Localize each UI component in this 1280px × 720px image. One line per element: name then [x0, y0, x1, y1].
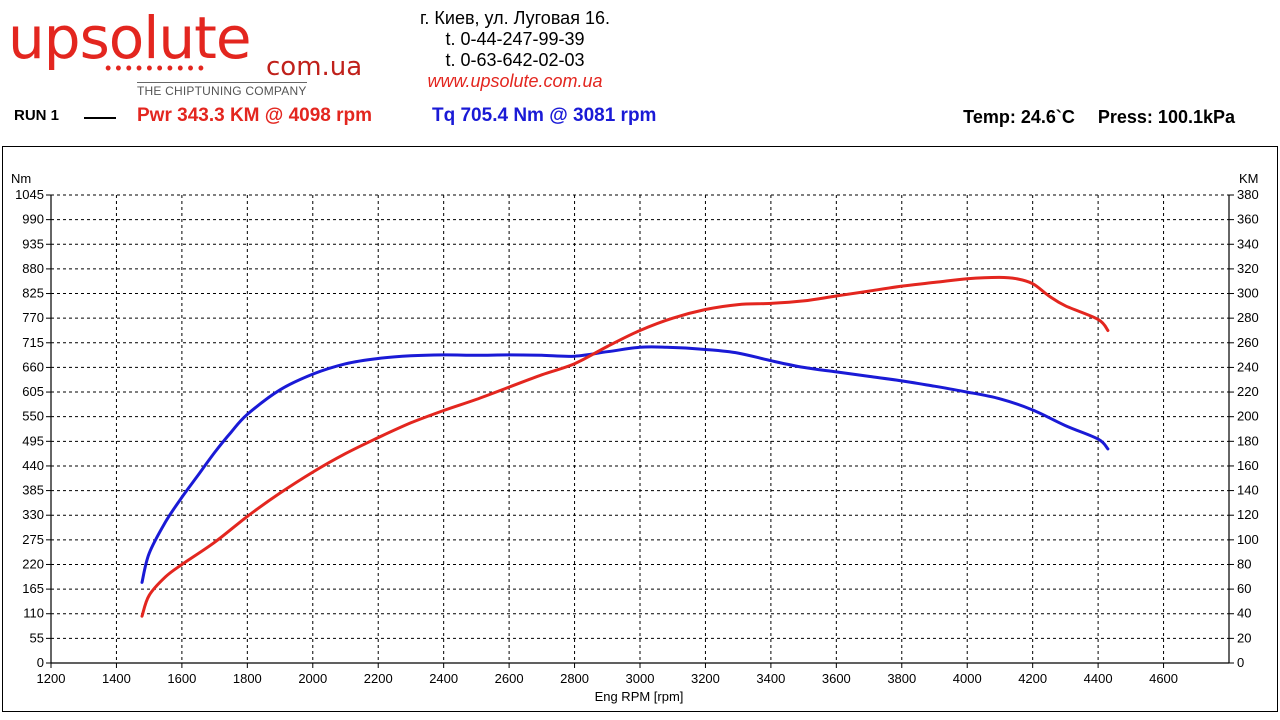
y-right-tick-label: 320 [1237, 261, 1259, 276]
y-right-tick-label: 340 [1237, 236, 1259, 251]
y-right-tick-label: 60 [1237, 581, 1251, 596]
chart-grid [51, 194, 1229, 663]
y-left-tick-label: 1045 [15, 187, 44, 202]
y-right-tick-label: 220 [1237, 384, 1259, 399]
y-right-tick-label: 260 [1237, 335, 1259, 350]
y-left-axis-label: Nm [11, 171, 31, 186]
website-link[interactable]: www.upsolute.com.ua [427, 71, 603, 91]
y-left-tick-label: 605 [22, 384, 44, 399]
y-right-tick-label: 300 [1237, 286, 1259, 301]
y-right-axis-label: KM [1239, 171, 1259, 186]
x-tick-label: 2600 [495, 671, 524, 686]
y-left-tick-label: 825 [22, 286, 44, 301]
y-right-tick-label: 100 [1237, 532, 1259, 547]
y-right-tick-label: 80 [1237, 556, 1251, 571]
y-left-tick-label: 0 [37, 655, 44, 670]
y-left-tick-label: 440 [22, 458, 44, 473]
x-tick-label: 1800 [233, 671, 262, 686]
power-summary: Pwr 343.3 KM @ 4098 rpm [137, 105, 373, 126]
x-tick-label: 4000 [953, 671, 982, 686]
contact-block: г. Киев, ул. Луговая 16. t. 0-44-247-99-… [400, 8, 630, 92]
logo-dots: •••••••••• [105, 58, 209, 78]
y-left-tick-label: 165 [22, 581, 44, 596]
y-left-tick-label: 770 [22, 310, 44, 325]
y-right-tick-label: 0 [1237, 655, 1244, 670]
brand-logo: upsolute •••••••••• com.ua THE CHIPTUNIN… [8, 8, 388, 98]
x-tick-label: 2200 [364, 671, 393, 686]
x-tick-label: 1600 [167, 671, 196, 686]
y-left-tick-label: 55 [30, 630, 44, 645]
chart-series [140, 275, 1110, 618]
y-right-tick-label: 120 [1237, 507, 1259, 522]
x-tick-label: 4600 [1149, 671, 1178, 686]
torque-summary: Tq 705.4 Nm @ 3081 rpm [432, 105, 657, 126]
x-tick-label: 3400 [756, 671, 785, 686]
y-right-tick-label: 140 [1237, 483, 1259, 498]
y-left-tick-label: 990 [22, 212, 44, 227]
x-tick-label: 3800 [887, 671, 916, 686]
y-left-tick-label: 550 [22, 409, 44, 424]
phone-1: t. 0-44-247-99-39 [445, 29, 585, 49]
x-tick-label: 1200 [37, 671, 66, 686]
y-left-tick-label: 715 [22, 335, 44, 350]
x-tick-label: 3600 [822, 671, 851, 686]
temperature-readout: Temp: 24.6`C [963, 107, 1075, 127]
run-label: RUN 1 [14, 107, 60, 124]
y-right-tick-label: 160 [1237, 458, 1259, 473]
address-text: г. Киев, ул. Луговая 16. [420, 8, 610, 28]
dyno-chart: 1200 1400 1600 1800 2000 2200 2400 2600 2800 3000… [11, 171, 1259, 704]
y-right-tick-label: 280 [1237, 310, 1259, 325]
x-tick-label: 3000 [626, 671, 655, 686]
x-tick-label: 2800 [560, 671, 589, 686]
y-left-tick-label: 935 [22, 236, 44, 251]
y-right-tick-label: 40 [1237, 606, 1251, 621]
x-tick-label: 2400 [429, 671, 458, 686]
y-right-tick-label: 180 [1237, 433, 1259, 448]
power-curve [140, 275, 1110, 618]
logo-domain: com.ua [266, 52, 363, 82]
y-left-tick-label: 330 [22, 507, 44, 522]
y-left-tick-label: 275 [22, 532, 44, 547]
y-left-tick-label: 880 [22, 261, 44, 276]
x-axis-label: Eng RPM [rpm] [595, 689, 684, 704]
y-right-tick-label: 360 [1237, 212, 1259, 227]
x-tick-label: 2000 [298, 671, 327, 686]
y-left-tick-label: 495 [22, 433, 44, 448]
x-tick-label: 1400 [102, 671, 131, 686]
x-tick-label: 4400 [1084, 671, 1113, 686]
logo-wordmark: upsolute [8, 4, 252, 72]
y-left-tick-label: 110 [23, 606, 44, 621]
torque-curve [140, 345, 1110, 584]
chart-ticks: 1200 1400 1600 1800 2000 2200 2400 2600 2800 3000… [15, 187, 1259, 686]
x-tick-label: 3200 [691, 671, 720, 686]
y-left-tick-label: 220 [22, 556, 44, 571]
y-left-tick-label: 660 [22, 359, 44, 374]
pressure-readout: Press: 100.1kPa [1097, 107, 1235, 127]
y-right-tick-label: 200 [1237, 409, 1259, 424]
y-right-tick-label: 20 [1237, 630, 1251, 645]
y-right-tick-label: 380 [1237, 187, 1259, 202]
phone-2: t. 0-63-642-02-03 [445, 50, 585, 70]
environment-conditions: Temp: 24.6`C Press: 100.1kPa [963, 107, 1235, 128]
y-left-tick-label: 385 [22, 483, 44, 498]
x-tick-label: 4200 [1018, 671, 1047, 686]
dyno-chart-frame: 1200 1400 1600 1800 2000 2200 2400 2600 2800 3000… [2, 146, 1278, 712]
y-right-tick-label: 240 [1237, 359, 1259, 374]
logo-tagline: THE CHIPTUNING COMPANY [137, 82, 307, 98]
run-legend-line [84, 117, 116, 119]
